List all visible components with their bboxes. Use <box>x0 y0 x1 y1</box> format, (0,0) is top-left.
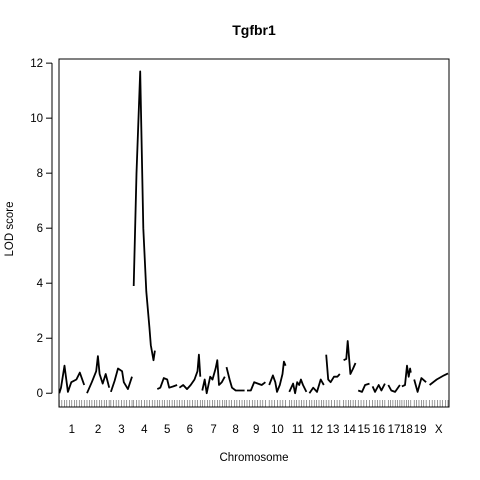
lod-curve-chr-X <box>429 372 449 386</box>
plot-frame <box>58 58 450 408</box>
lod-curves <box>58 70 449 395</box>
chromosome-label: 8 <box>232 424 238 436</box>
lod-curve-chr-15 <box>357 382 370 393</box>
y-tick-label: 10 <box>30 113 43 125</box>
lod-curve-chr-14 <box>343 340 357 375</box>
lod-curve-chr-9 <box>247 381 266 392</box>
chromosome-label: 12 <box>310 424 323 436</box>
lod-curve-chr-13 <box>325 354 341 384</box>
lod-curve-chr-11 <box>288 378 308 395</box>
lod-curve-chr-19 <box>413 377 427 393</box>
chromosome-label: X <box>435 424 443 436</box>
lod-curve-chr-6 <box>178 353 202 391</box>
chromosome-label: 15 <box>357 424 370 436</box>
y-tick-label: 12 <box>30 58 43 70</box>
chromosome-label: 4 <box>141 424 148 436</box>
chromosome-label: 5 <box>164 424 170 436</box>
chromosome-label: 10 <box>271 424 284 436</box>
y-tick-label: 2 <box>37 333 43 345</box>
chromosome-label: 3 <box>118 424 124 436</box>
x-axis: 1 2 3 4 5 6 7 8 9 10 11 12 13 14 15 16 17 18 19 X <box>69 424 443 436</box>
chromosome-label: 14 <box>343 424 356 436</box>
lod-curve-chr-17 <box>387 384 401 393</box>
chromosome-label: 19 <box>414 424 427 436</box>
chromosome-label: 13 <box>327 424 340 436</box>
chart-title: Tgfbr1 <box>232 22 276 38</box>
chromosome-label: 17 <box>388 424 401 436</box>
chromosome-label: 2 <box>95 424 101 436</box>
marker-rug <box>59 400 449 407</box>
lod-curve-chr-16 <box>371 383 386 393</box>
lod-curve-chr-12 <box>308 378 325 394</box>
lod-curve-chr-18 <box>401 364 412 388</box>
y-tick-label: 6 <box>37 223 43 235</box>
y-tick-label: 4 <box>37 278 44 290</box>
chromosome-label: 11 <box>292 424 304 436</box>
lod-curve-chr-10 <box>268 360 287 393</box>
lod-curve-chr-8 <box>225 366 245 392</box>
chromosome-label: 7 <box>210 424 216 436</box>
y-axis-label: LOD score <box>4 202 16 257</box>
y-tick-label: 0 <box>37 388 43 400</box>
lod-curve-chr-1 <box>58 364 86 394</box>
y-axis: 0 2 4 6 8 10 12 <box>30 58 53 400</box>
x-axis-label: Chromosome <box>219 452 288 464</box>
lod-curve-chr-4 <box>132 70 156 362</box>
chromosome-label: 18 <box>400 424 413 436</box>
chromosome-label: 9 <box>253 424 259 436</box>
lod-curve-chr-5 <box>156 377 178 390</box>
lod-curve-chr-2 <box>86 355 111 394</box>
y-tick-label: 8 <box>37 168 43 180</box>
chromosome-label: 1 <box>69 424 75 436</box>
lod-curve-chr-3 <box>110 367 133 393</box>
lod-curve-chr-7 <box>201 359 226 395</box>
chromosome-label: 6 <box>187 424 193 436</box>
chromosome-label: 16 <box>372 424 385 436</box>
